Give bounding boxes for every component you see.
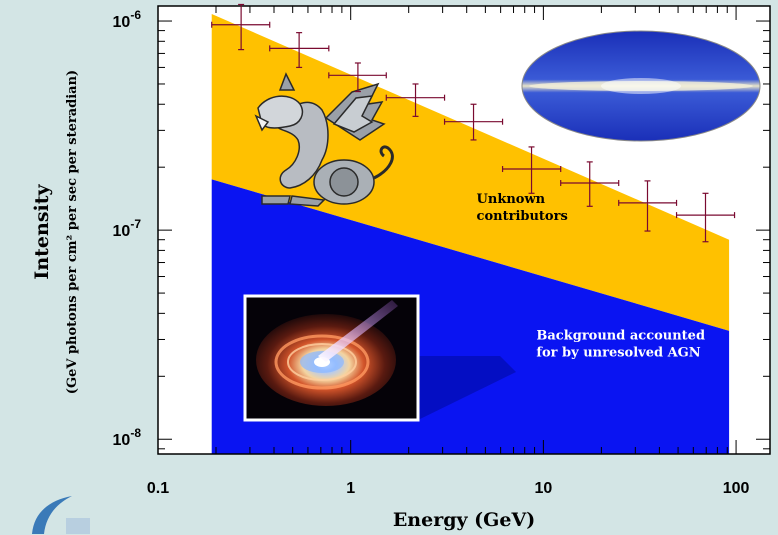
data-point [675, 192, 736, 243]
data-point [211, 3, 271, 51]
data-point [385, 83, 446, 117]
data-point [269, 32, 330, 69]
unknown-contributors-area [211, 14, 730, 331]
annotations: Unknown contributors Background accounted f… [477, 192, 706, 361]
data-point [501, 146, 562, 194]
logo [32, 496, 90, 534]
agn-background-label: Background accounted for by unresolved AG… [536, 328, 705, 360]
x-tick-label: 0.1 [147, 480, 169, 497]
unknown-contributors-label: Unknown contributors [477, 192, 568, 224]
y-tick-label: 10-8 [113, 426, 142, 449]
agn-illustration [243, 294, 420, 422]
y-axis-units: (GeV photons per cm² per sec per steradi… [65, 70, 80, 394]
x-axis-title: Energy (GeV) [393, 509, 535, 531]
y-tick-labels: 10-8 10-7 10-6 [113, 8, 142, 449]
y-tick-label: 10-7 [113, 217, 142, 240]
data-point [443, 103, 504, 141]
sky-map-illustration [521, 30, 761, 142]
y-axis-title: Intensity [31, 183, 53, 279]
x-tick-labels: 0.1 1 10 100 [147, 480, 750, 497]
axis-ticks [157, 6, 770, 454]
error-bars [211, 3, 736, 243]
data-point [560, 161, 620, 207]
dragon-illustration [254, 72, 394, 207]
x-tick-label: 100 [723, 480, 750, 497]
data-point [618, 180, 678, 232]
x-tick-label: 10 [534, 480, 552, 497]
data-point [328, 62, 387, 93]
y-tick-label: 10-6 [113, 8, 142, 31]
x-tick-label: 1 [346, 480, 355, 497]
agn-inset-shadow [418, 356, 516, 420]
